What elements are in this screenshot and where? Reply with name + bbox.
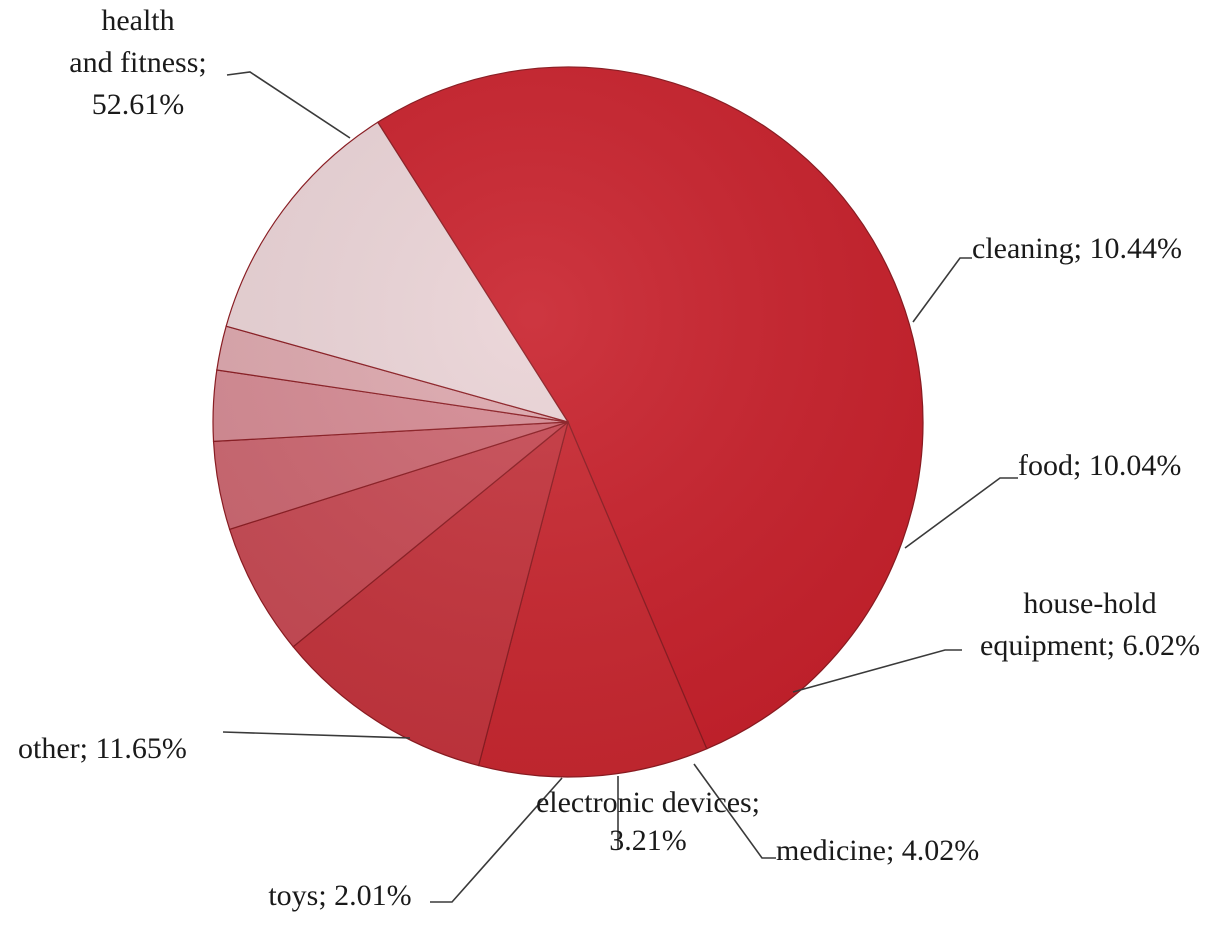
slice-label-medicine: medicine; 4.02% <box>776 834 979 867</box>
slice-label-food: food; 10.04% <box>1018 449 1181 482</box>
leader-line-toys <box>430 777 563 903</box>
pie-slices <box>212 66 924 778</box>
slice-label-line: 3.21% <box>609 824 687 857</box>
leader-line-medicine <box>693 763 776 859</box>
slice-labels: health and fitness; 52.61% cleaning; 10.44%… <box>18 4 1200 912</box>
slice-label-health-and-fitness: health and fitness; 52.61% <box>69 4 206 121</box>
slice-label-line: health <box>101 4 174 37</box>
slice-label-electronic-devices: electronic devices; 3.21% <box>536 786 760 857</box>
leader-line-other <box>222 731 411 739</box>
slice-label-line: toys; 2.01% <box>268 879 411 912</box>
slice-label-line: and fitness; <box>69 46 206 79</box>
slice-label-line: cleaning; 10.44% <box>972 232 1182 265</box>
slice-label-line: house-hold <box>1023 587 1156 620</box>
slice-label-line: medicine; 4.02% <box>776 834 979 867</box>
slice-label-house-hold-equipment: house-hold equipment; 6.02% <box>980 587 1200 662</box>
leader-line-health-and-fitness <box>226 71 351 139</box>
leader-line-cleaning <box>912 257 972 323</box>
slice-label-toys: toys; 2.01% <box>268 879 411 912</box>
slice-label-line: other; 11.65% <box>18 732 187 765</box>
leader-line-food <box>904 477 1018 549</box>
slice-label-other: other; 11.65% <box>18 732 187 765</box>
leader-line-house-hold-equipment <box>792 649 962 693</box>
slice-label-line: electronic devices; <box>536 786 760 819</box>
leader-lines <box>222 71 1018 903</box>
slice-label-line: food; 10.04% <box>1018 449 1181 482</box>
slice-label-line: equipment; 6.02% <box>980 629 1200 662</box>
slice-label-cleaning: cleaning; 10.44% <box>972 232 1182 265</box>
slice-label-line: 52.61% <box>92 88 185 121</box>
